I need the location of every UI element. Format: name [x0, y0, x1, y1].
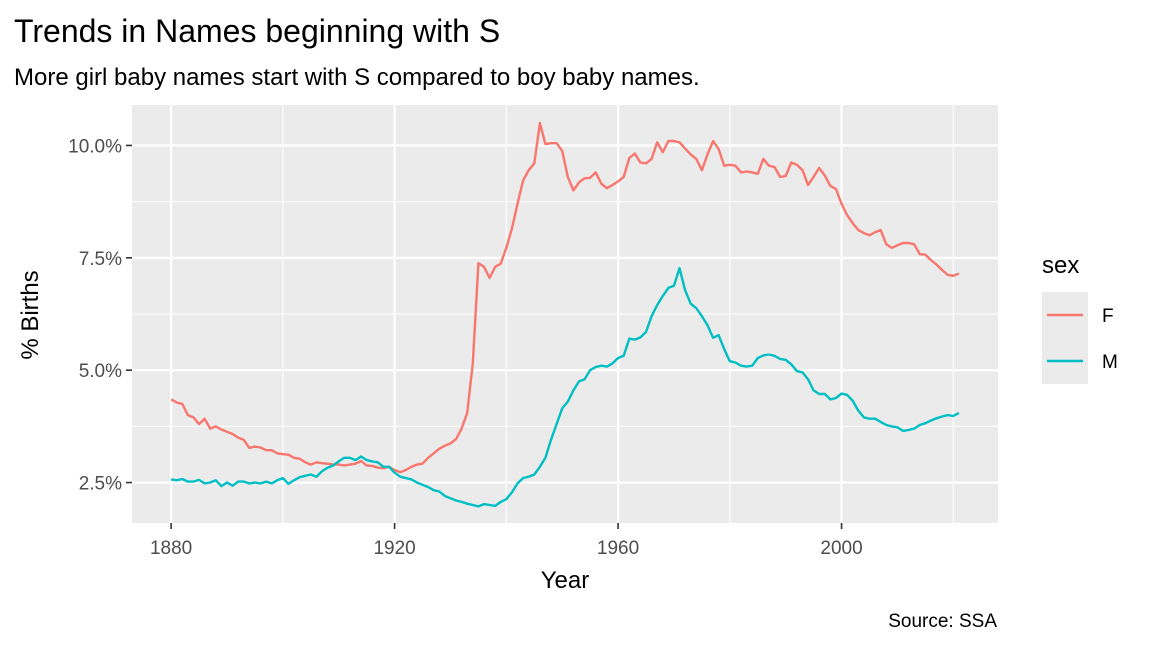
- legend: sex FM: [1042, 252, 1118, 384]
- legend-label-m: M: [1102, 352, 1118, 373]
- x-tick-label: 2000: [820, 538, 862, 559]
- legend-title: sex: [1042, 252, 1079, 279]
- grid-minor: [132, 105, 998, 523]
- series-lines: [170, 121, 960, 508]
- series-line-f: [170, 121, 960, 474]
- y-tick-label: 7.5%: [79, 249, 122, 270]
- y-axis-title: % Births: [17, 270, 44, 359]
- chart-caption: Source: SSA: [888, 611, 997, 632]
- y-axis: 2.5% 5.0% 7.5% 10.0%: [68, 136, 132, 495]
- grid-major: [132, 105, 998, 523]
- chart-title: Trends in Names beginning with S: [14, 13, 500, 49]
- y-tick-label: 2.5%: [79, 474, 122, 495]
- chart-subtitle: More girl baby names start with S compar…: [14, 64, 700, 91]
- y-tick-label: 5.0%: [79, 361, 122, 382]
- series-line-m: [170, 267, 960, 508]
- x-tick-label: 1960: [597, 538, 639, 559]
- legend-keys: FM: [1042, 292, 1118, 384]
- x-axis: 1880 1920 1960 2000: [150, 523, 863, 559]
- x-tick-label: 1920: [373, 538, 415, 559]
- x-axis-title: Year: [541, 567, 590, 594]
- x-tick-label: 1880: [150, 538, 192, 559]
- y-tick-label: 10.0%: [68, 136, 122, 157]
- legend-label-f: F: [1102, 306, 1114, 327]
